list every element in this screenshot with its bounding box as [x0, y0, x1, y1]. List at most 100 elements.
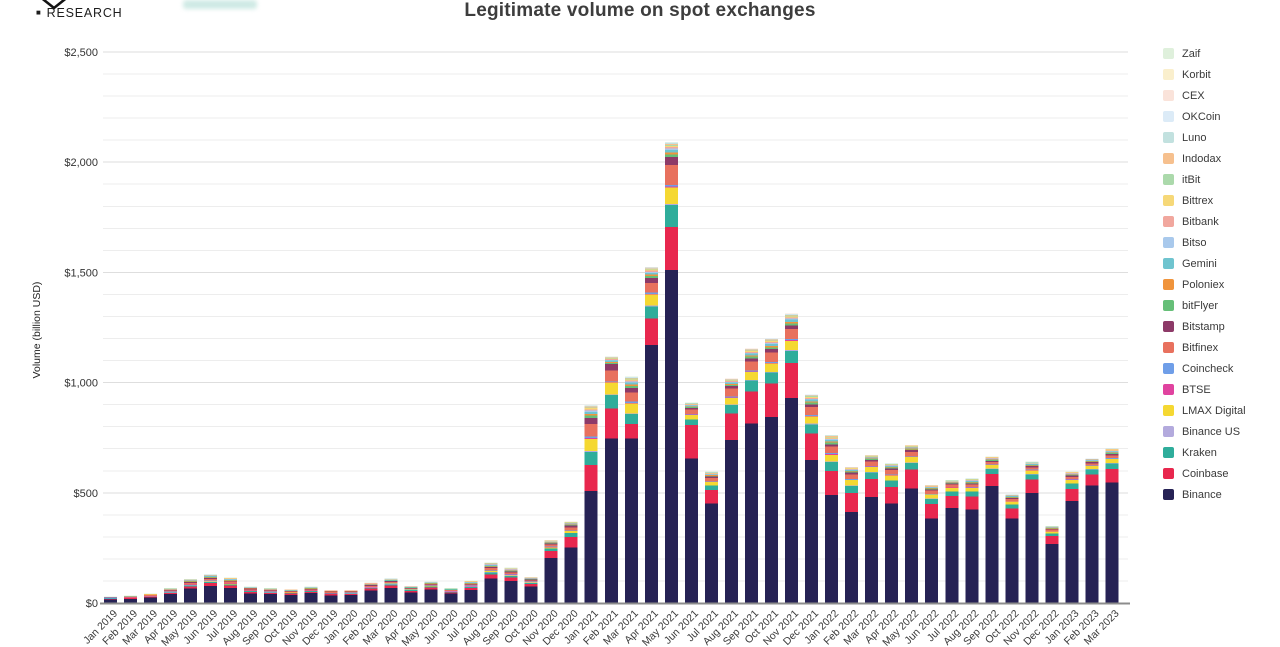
bar-segment-kraken [845, 485, 859, 494]
legend-label: Binance [1182, 488, 1222, 501]
bar-segment-bitflyer [1105, 453, 1119, 455]
bar-segment-coinbase [865, 479, 879, 497]
bar-segment-bitstamp [724, 386, 738, 389]
bar-segment-coinbase [424, 587, 438, 590]
bar-segment-bittrex [785, 316, 799, 318]
bar-segment-bitstamp [764, 349, 778, 353]
bar-segment-kraken [684, 419, 698, 426]
bar-segment-coinbase [885, 486, 899, 504]
bar-segment-bittrex [744, 350, 758, 352]
bar-segment-poloniex [644, 274, 658, 277]
legend-label: Korbit [1182, 68, 1211, 81]
bar-segment-bitfinex [184, 582, 198, 585]
bar-segment-bitfinex [785, 328, 799, 339]
legend-item-bitbank: Bitbank [1163, 211, 1246, 232]
bar-segment-bitfinex [344, 591, 358, 593]
bar-segment-coincheck [684, 414, 698, 415]
bar-segment-bitfinex [304, 589, 318, 591]
bar-segment-kraken [524, 582, 538, 585]
bar-segment-coinbase [244, 591, 258, 594]
bar-segment-gemini [504, 569, 518, 571]
bar-segment-indodax [825, 436, 839, 437]
legend-swatch [1163, 90, 1174, 101]
bar-segment-luno [664, 143, 678, 144]
bar-segment-lmax-digital [965, 487, 979, 492]
bar-segment-binance [1045, 543, 1059, 603]
legend-item-binance-us: Binance US [1163, 421, 1246, 442]
bar-segment-bitfinex [604, 370, 618, 382]
bar-segment-bitfinex [1025, 467, 1039, 470]
legend-swatch [1163, 489, 1174, 500]
bar-segment-lmax-digital [704, 482, 718, 486]
bar-segment-bitflyer [744, 356, 758, 359]
header: ■ RESEARCH [0, 0, 300, 26]
legend-swatch [1163, 342, 1174, 353]
legend-item-coinbase: Coinbase [1163, 463, 1246, 484]
bar-segment-bitso [604, 359, 618, 361]
bar-segment-gemini [764, 344, 778, 346]
bar-segment-binance [885, 503, 899, 603]
bar-segment-gemini [865, 457, 879, 459]
bar-segment-gemini [484, 565, 498, 566]
bar-segment-gemini [1005, 496, 1019, 497]
bar-segment-coinbase [925, 504, 939, 519]
bar-segment-bittrex [1105, 449, 1119, 451]
legend-item-coincheck: Coincheck [1163, 358, 1246, 379]
legend-swatch [1163, 195, 1174, 206]
legend-item-indodax: Indodax [1163, 148, 1246, 169]
bar-segment-lmax-digital [504, 574, 518, 576]
bar-segment-lmax-digital [1085, 466, 1099, 470]
y-tick-label: $0 [86, 598, 98, 610]
legend-item-gemini: Gemini [1163, 253, 1246, 274]
bar-segment-bitflyer [965, 482, 979, 484]
bar-segment-binance [364, 590, 378, 603]
bar-segment-coincheck [724, 396, 738, 398]
bar-segment-coinbase [464, 588, 478, 590]
bar-segment-bitstamp [845, 472, 859, 475]
bar-segment-binance [1065, 500, 1079, 603]
bar-segment-bitso [1105, 450, 1119, 452]
bar-segment-bitfinex [885, 469, 899, 475]
bar-segment-coinbase [604, 408, 618, 439]
legend: Zaif Korbit CEX OKCoin Luno Indodax itBit Bittr… [1163, 43, 1246, 505]
bar-segment-bitso [584, 410, 598, 412]
bar-segment-coincheck [805, 414, 819, 416]
bar-segment-bittrex [644, 269, 658, 271]
bar-segment-lmax-digital [1065, 479, 1079, 484]
bar-segment-kraken [664, 204, 678, 227]
y-tick-label: $1,000 [64, 378, 98, 390]
bar-segment-coinbase [384, 585, 398, 589]
bar-segment-kraken [584, 451, 598, 466]
bar-segment-bitstamp [1065, 475, 1079, 477]
bar-segment-binance [1005, 518, 1019, 603]
bar-segment-bitso [764, 343, 778, 345]
legend-swatch [1163, 300, 1174, 311]
bar-segment-bitfinex [284, 591, 298, 593]
bar-segment-binance [764, 416, 778, 603]
bar-segment-bitflyer [644, 276, 658, 278]
bar-segment-binance [1105, 482, 1119, 603]
bar-segment-kraken [484, 572, 498, 575]
brand-research-label: ■ RESEARCH [36, 6, 123, 20]
bar-segment-binance-us [644, 305, 658, 307]
bar-segment-kraken [324, 593, 338, 595]
bar-segment-lmax-digital [845, 480, 859, 486]
bar-segment-lmax-digital [1005, 501, 1019, 505]
bar-segment-gemini [885, 466, 899, 467]
bar-segment-coincheck [865, 466, 879, 467]
bar-segment-luno [785, 314, 799, 315]
bar-segment-luno [624, 377, 638, 379]
bar-segment-bitfinex [1045, 529, 1059, 531]
bar-segment-gemini [825, 439, 839, 442]
bar-segment-bitfinex [324, 592, 338, 593]
bar-segment-itbit [744, 350, 758, 351]
bar-segment-coinbase [1005, 508, 1019, 519]
bar-segment-coinbase [744, 391, 758, 424]
bar-segment-coinbase [304, 591, 318, 594]
bar-segment-bitstamp [1025, 466, 1039, 468]
bar-segment-lmax-digital [1105, 459, 1119, 463]
bar-segment-kraken [464, 586, 478, 589]
bar-segment-gemini [965, 480, 979, 482]
bar-segment-bitflyer [564, 524, 578, 526]
bar-segment-binance [1085, 485, 1099, 603]
